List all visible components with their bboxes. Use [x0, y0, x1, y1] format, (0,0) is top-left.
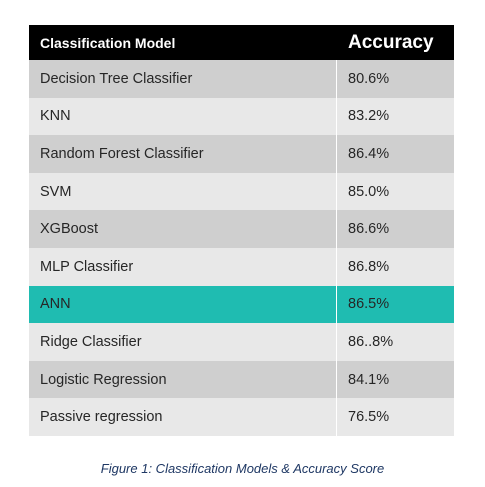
accuracy-cell: 86.6%	[348, 221, 390, 238]
model-cell: Passive regression	[29, 398, 337, 436]
accuracy-cell: 86.4%	[348, 145, 390, 162]
accuracy-cell: 86.5%	[348, 296, 390, 313]
table-row: Passive regression 76.5%	[29, 398, 454, 436]
table-row: KNN 83.2%	[29, 97, 454, 136]
accuracy-cell: 84.1%	[348, 371, 390, 388]
model-cell: Random Forest Classifier	[29, 135, 337, 173]
table-header-row: Classification Model Accuracy	[29, 25, 454, 60]
header-model: Classification Model	[40, 34, 176, 51]
classification-table: Classification Model Accuracy Decision T…	[29, 25, 454, 436]
table-row: MLP Classifier 86.8%	[29, 247, 454, 286]
model-cell: MLP Classifier	[29, 247, 337, 286]
model-cell: Ridge Classifier	[29, 323, 337, 361]
model-cell: KNN	[29, 97, 337, 136]
figure-caption: Figure 1: Classification Models & Accura…	[100, 461, 385, 476]
accuracy-cell: 83.2%	[348, 108, 390, 125]
table-row: Logistic Regression 84.1%	[29, 360, 454, 399]
accuracy-cell: 86.8%	[348, 258, 390, 275]
accuracy-cell: 86..8%	[348, 333, 394, 350]
accuracy-cell: 80.6%	[348, 70, 390, 87]
model-cell: ANN	[29, 285, 337, 324]
accuracy-cell: 85.0%	[348, 183, 390, 200]
table-row: Random Forest Classifier 86.4%	[29, 135, 454, 173]
table-row-highlighted: ANN 86.5%	[29, 285, 454, 324]
model-cell: SVM	[29, 172, 337, 211]
table-row: SVM 85.0%	[29, 172, 454, 211]
model-cell: XGBoost	[29, 210, 337, 248]
table-row: XGBoost 86.6%	[29, 210, 454, 248]
model-cell: Logistic Regression	[29, 360, 337, 399]
table-row: Decision Tree Classifier 80.6%	[29, 60, 454, 98]
model-cell: Decision Tree Classifier	[29, 60, 337, 98]
table-row: Ridge Classifier 86..8%	[29, 323, 454, 361]
header-accuracy: Accuracy	[348, 31, 434, 53]
accuracy-cell: 76.5%	[348, 409, 390, 426]
